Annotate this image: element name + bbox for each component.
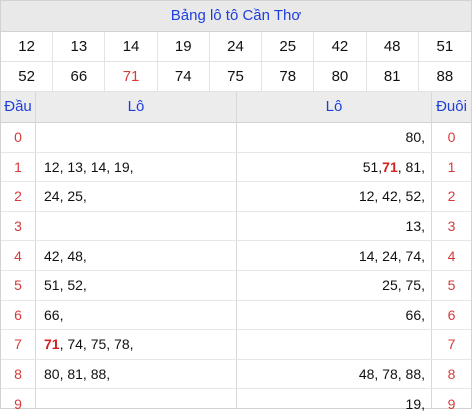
lo-text: 66,	[405, 306, 425, 323]
lo-left-cell: 66,	[36, 301, 236, 330]
dau-cell: 2	[14, 188, 22, 205]
duoi-cell: 9	[447, 395, 456, 412]
lo-left-cell	[36, 389, 236, 418]
header-lo-right: Lô	[237, 92, 431, 123]
number-cell: 51	[418, 32, 471, 62]
number-cell: 81	[366, 62, 419, 92]
table-row: 4 42, 48, 14, 24, 74, 4	[1, 241, 471, 271]
lo-text: 25, 75,	[382, 277, 425, 294]
header-dau: Đầu	[1, 92, 35, 123]
highlighted-number: 71	[382, 158, 398, 175]
number-cell: 12	[1, 32, 54, 62]
lo-left-cell	[36, 123, 236, 152]
lo-right-cell: 48, 78, 88,	[237, 360, 431, 389]
duoi-cell: 2	[447, 188, 456, 205]
duoi-cell: 1	[447, 158, 456, 175]
lo-text: , 81,	[397, 158, 425, 175]
table-row: 1 12, 13, 14, 19, 51, 71, 81, 1	[1, 153, 471, 183]
number-cell: 71	[105, 62, 158, 92]
duoi-cell: 6	[447, 306, 456, 323]
lo-right-cell: 80,	[237, 123, 431, 152]
duoi-cell: 7	[447, 336, 456, 353]
number-cell: 66	[53, 62, 106, 92]
table-title: Bảng lô tô Cần Thơ	[1, 1, 471, 32]
lo-right-cell: 25, 75,	[237, 271, 431, 300]
lo-text: 19,	[405, 395, 425, 412]
dau-cell: 8	[14, 366, 22, 383]
lo-right-cell: 13,	[237, 212, 431, 241]
table-row: 0 80, 0	[1, 123, 471, 153]
duoi-cell: 4	[447, 247, 456, 264]
divider	[35, 92, 36, 408]
table-row: 7 71, 74, 75, 78, 7	[1, 330, 471, 360]
number-cell: 19	[157, 32, 210, 62]
table-row: 9 19, 9	[1, 389, 471, 418]
lo-text: 48, 78, 88,	[358, 366, 425, 383]
number-cell: 14	[105, 32, 158, 62]
dau-cell: 4	[14, 247, 22, 264]
dau-cell: 9	[14, 395, 22, 412]
lo-left-cell: 51, 52,	[36, 271, 236, 300]
number-cell: 48	[366, 32, 419, 62]
lo-text: , 74, 75, 78,	[59, 336, 134, 353]
number-cell: 24	[209, 32, 263, 62]
lo-text: 12, 42, 52,	[358, 188, 425, 205]
number-cell: 75	[209, 62, 263, 92]
header-lo-left: Lô	[36, 92, 236, 123]
lo-text: 13,	[405, 218, 425, 235]
duoi-cell: 5	[447, 277, 456, 294]
number-cell: 42	[314, 32, 367, 62]
divider	[431, 92, 432, 408]
table-row: 3 13, 3	[1, 212, 471, 242]
dau-cell: 7	[14, 336, 22, 353]
lo-right-cell: 51, 71, 81,	[237, 153, 431, 182]
table-row: 5 51, 52, 25, 75, 5	[1, 271, 471, 301]
number-cell: 80	[314, 62, 367, 92]
dau-cell: 1	[14, 158, 22, 175]
number-cell: 25	[262, 32, 315, 62]
lo-right-cell	[237, 330, 431, 359]
loto-rows: 0 80, 0 1 12, 13, 14, 19, 51, 71, 81, 1 2 24, 25…	[1, 123, 471, 418]
number-cell: 52	[1, 62, 54, 92]
divider	[236, 92, 237, 408]
lo-left-cell: 42, 48,	[36, 241, 236, 270]
lo-right-cell: 12, 42, 52,	[237, 182, 431, 211]
lo-left-cell: 24, 25,	[36, 182, 236, 211]
number-cell: 88	[418, 62, 471, 92]
lo-text: 51,	[362, 158, 383, 175]
lo-text: 12, 13, 14, 19,	[44, 158, 134, 175]
header-duoi: Đuôi	[432, 92, 471, 123]
lo-left-cell: 80, 81, 88,	[36, 360, 236, 389]
lo-text: 80,	[405, 129, 425, 146]
dau-cell: 0	[14, 129, 22, 146]
lo-text: 14, 24, 74,	[358, 247, 425, 264]
table-row: 8 80, 81, 88, 48, 78, 88, 8	[1, 360, 471, 390]
duoi-cell: 8	[447, 366, 456, 383]
lo-left-cell: 71, 74, 75, 78,	[36, 330, 236, 359]
number-grid: 12 13 14 19 24 25 42 48 51 52 66 71 74 75 78 80 81 88	[1, 32, 471, 92]
lo-left-cell	[36, 212, 236, 241]
duoi-cell: 3	[447, 218, 456, 235]
number-cell: 74	[157, 62, 210, 92]
number-cell: 13	[53, 32, 106, 62]
highlighted-number: 71	[44, 336, 60, 353]
table-row: 6 66, 66, 6	[1, 301, 471, 331]
dau-cell: 5	[14, 277, 22, 294]
lo-right-cell: 14, 24, 74,	[237, 241, 431, 270]
lo-right-cell: 19,	[237, 389, 431, 418]
number-cell: 78	[262, 62, 315, 92]
table-row: 2 24, 25, 12, 42, 52, 2	[1, 182, 471, 212]
lo-right-cell: 66,	[237, 301, 431, 330]
lo-text: 24, 25,	[44, 188, 87, 205]
lo-left-cell: 12, 13, 14, 19,	[36, 153, 236, 182]
duoi-cell: 0	[447, 129, 456, 146]
lo-text: 42, 48,	[44, 247, 87, 264]
lo-text: 80, 81, 88,	[44, 366, 111, 383]
dau-cell: 6	[14, 306, 22, 323]
dau-cell: 3	[14, 218, 22, 235]
lo-text: 51, 52,	[44, 277, 87, 294]
lo-text: 66,	[44, 306, 64, 323]
